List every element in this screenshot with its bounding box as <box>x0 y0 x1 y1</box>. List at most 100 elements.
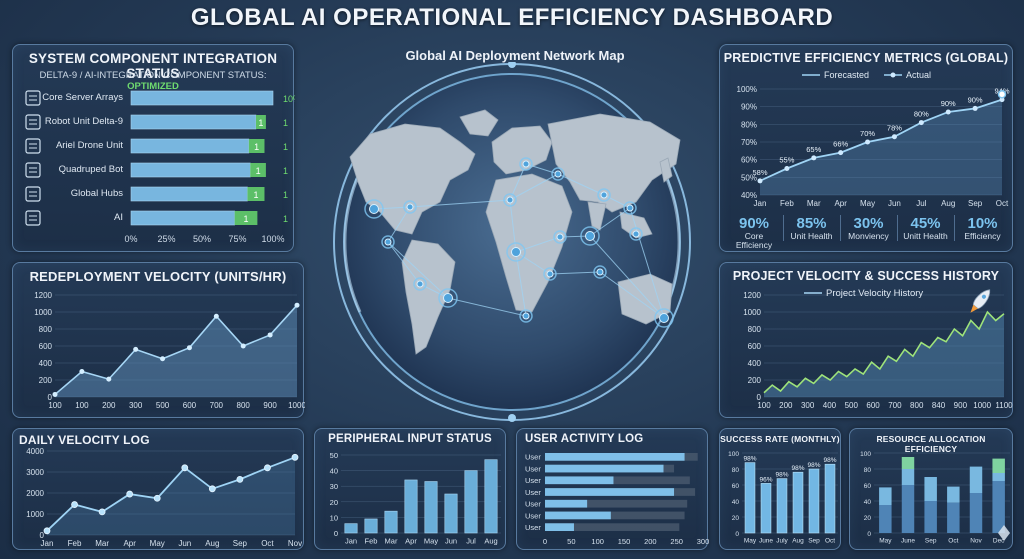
redeployment-point <box>294 302 300 308</box>
predictive-area <box>760 99 1002 195</box>
rocket-window <box>981 294 986 299</box>
project-panel: PROJECT VELOCITY & SUCCESS HISTORY 0 200 4… <box>719 262 1013 418</box>
resource-bar-segment <box>969 493 983 533</box>
daily-x-tick: Aug <box>205 539 219 548</box>
world-map <box>333 62 691 422</box>
peripheral-bar <box>384 510 398 534</box>
component-row: Robot Unit Delta-9 1 1 <box>13 113 293 131</box>
peripheral-y-tick: 30 <box>330 482 338 491</box>
project_velocity-x-tick: 1000 <box>973 401 991 410</box>
user-bar-track <box>545 523 680 531</box>
peripheral-y-tick: 50 <box>330 451 338 460</box>
predictive-y-tick: 80% <box>741 120 757 129</box>
predictive-point <box>838 150 844 156</box>
integration-tick-label: 75% <box>228 234 246 244</box>
network-link <box>447 297 527 317</box>
success-data-label: 98% <box>807 462 820 469</box>
resource_allocation-x-tick: Nov <box>970 538 982 545</box>
predictive-data-label: 70% <box>860 129 875 138</box>
peripheral-y-tick: 20 <box>330 498 338 507</box>
legend-actual-label: Actual <box>906 70 931 80</box>
daily-y-tick: 1000 <box>26 510 44 519</box>
network-node-ring <box>654 308 674 328</box>
redeployment-x-tick: 800 <box>237 401 251 410</box>
success-data-label: 98% <box>791 465 804 472</box>
project_velocity-x-tick: 700 <box>888 401 902 410</box>
resource_allocation-x-tick: June <box>901 538 915 545</box>
redeployment-x-tick: 100 <box>75 401 89 410</box>
daily-point <box>264 464 271 472</box>
predictive-point <box>918 120 924 126</box>
success_rate-y-tick: 0 <box>735 531 739 538</box>
daily-x-tick: Apr <box>123 539 136 548</box>
network-node-ring <box>438 288 458 308</box>
peripheral-title: PERIPHERAL INPUT STATUS <box>328 433 492 445</box>
project-chart: 0 200 400 600 800 1000 1200 100 200 300 400 500 600 7… <box>743 288 1013 410</box>
project_velocity-x-tick: 100 <box>757 401 771 410</box>
redeployment-x-tick: 500 <box>156 401 170 410</box>
rocket-flame <box>970 304 978 313</box>
peripheral-x-tick: Jun <box>445 537 457 546</box>
robot-icon <box>23 113 43 131</box>
daily-panel: DAILY VELOCITY LOG 0 1000 2000 3000 4000 Jan F… <box>12 428 304 550</box>
user-bar <box>545 523 574 531</box>
predictive-data-label: 58% <box>752 168 767 177</box>
network-link <box>557 173 605 196</box>
daily-chart: 0 1000 2000 3000 4000 Jan Feb Mar Apr May Jun Aug Se… <box>26 447 302 548</box>
redeployment-area <box>55 305 297 397</box>
daily-y-tick: 3000 <box>26 468 44 477</box>
legend-actual-marker <box>890 72 896 78</box>
redeployment-y-tick: 1200 <box>34 291 52 300</box>
network-node-ring <box>381 235 395 249</box>
daily-title: DAILY VELOCITY LOG <box>19 433 150 447</box>
network-node-ring <box>403 200 417 214</box>
network-node-ring <box>519 157 533 171</box>
success-bar <box>808 468 820 534</box>
component-row: Quadruped Bot 1 1 <box>13 161 293 179</box>
resource-bar-segment <box>992 458 1005 473</box>
peripheral-x-tick: Feb <box>365 537 378 546</box>
success-bar <box>776 478 788 534</box>
redeployment-line <box>54 304 298 396</box>
stat-card: 90% Core Efficiency <box>726 215 782 250</box>
success_rate-x-tick: Oct <box>825 538 835 545</box>
quadruped-icon <box>23 161 43 179</box>
daily-point <box>126 490 134 498</box>
network-node <box>384 238 392 246</box>
user-bar-track <box>545 476 690 485</box>
success_rate-y-tick: 40 <box>732 499 740 506</box>
project_velocity-x-tick: 1100 <box>995 401 1013 410</box>
daily-y-tick: 4000 <box>26 447 44 456</box>
southeast-asia <box>619 211 653 239</box>
network-link <box>419 283 449 299</box>
network-node-ring <box>413 277 427 291</box>
daily-point <box>98 508 106 516</box>
resource_allocation-y-tick: 80 <box>864 467 872 474</box>
component-label: Robot Unit Delta-9 <box>44 116 123 127</box>
success-data-label: 98% <box>743 456 756 463</box>
user-row-label: User <box>525 453 541 462</box>
network-node <box>369 204 379 214</box>
daily-point <box>153 494 161 502</box>
predictive-y-tick: 50% <box>741 173 757 182</box>
predictive-title: PREDICTIVE EFFICIENCY METRICS (GLOBAL) <box>723 51 1009 65</box>
success_rate-y-tick: 80 <box>732 467 740 474</box>
globe-icon <box>23 185 43 203</box>
component-value: 1 <box>283 142 288 152</box>
daily-x-tick: Oct <box>261 539 274 548</box>
component-bar-green <box>250 163 266 177</box>
redeploy-panel: REDEPLOYMENT VELOCITY (UNITS/HR) 0 200 400… <box>12 262 305 418</box>
stat-value: 30% <box>853 215 884 232</box>
greenland <box>459 109 499 137</box>
network-node-ring <box>553 230 567 244</box>
predictive-point <box>784 166 790 171</box>
component-value: 1 <box>283 190 288 200</box>
user-x-tick: 150 <box>618 537 631 546</box>
network-link <box>629 207 665 319</box>
success-data-label: 96% <box>759 476 772 483</box>
network-node <box>522 312 530 320</box>
stat-card: 10% Efficiency <box>954 215 1010 241</box>
network-node-ring <box>629 227 643 241</box>
ai-chip-icon <box>23 209 43 227</box>
predictive-y-tick: 70% <box>741 138 757 147</box>
